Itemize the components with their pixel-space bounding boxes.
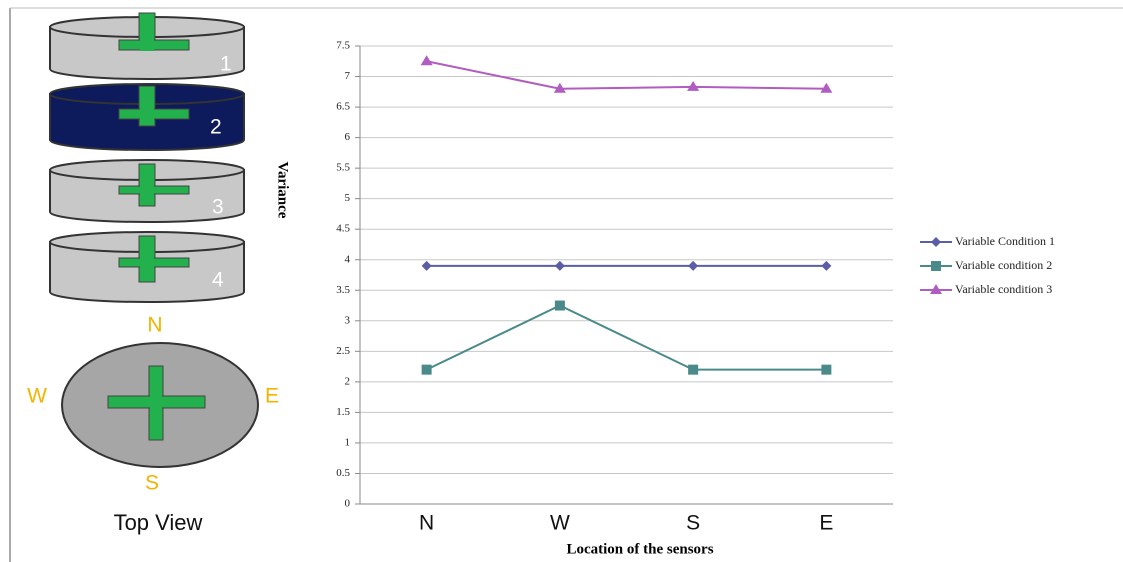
cylinder-number: 2 <box>210 116 222 139</box>
data-point <box>821 364 832 375</box>
direction-label: E <box>265 385 279 408</box>
cylinder <box>49 12 245 80</box>
direction-label: N <box>147 314 162 337</box>
y-tick-label: 1 <box>345 436 351 448</box>
cylinder <box>49 159 245 223</box>
cylinder-number: 3 <box>212 196 224 219</box>
x-tick-label: W <box>550 512 570 535</box>
cylinder-number: 4 <box>212 269 224 292</box>
x-tick-label: S <box>686 512 700 535</box>
x-tick-label: E <box>819 512 833 535</box>
direction-label: W <box>27 385 47 408</box>
y-tick-label: 7.5 <box>336 40 350 52</box>
cylinder <box>49 83 245 151</box>
legend-label: Variable condition 2 <box>955 258 1052 272</box>
cylinder <box>49 231 245 303</box>
data-point <box>554 260 565 271</box>
data-point <box>821 260 832 271</box>
y-tick-label: 0 <box>345 498 351 510</box>
y-tick-label: 2 <box>345 375 351 387</box>
cylinder-number: 1 <box>220 53 232 76</box>
data-point <box>421 364 432 375</box>
y-tick-label: 3 <box>345 314 351 326</box>
legend-label: Variable condition 3 <box>955 282 1052 296</box>
y-tick-label: 7 <box>345 70 351 82</box>
y-tick-label: 2.5 <box>336 345 350 357</box>
data-point <box>421 260 432 271</box>
caption: Top View <box>114 510 203 535</box>
data-point <box>687 80 700 91</box>
data-point <box>688 260 699 271</box>
x-axis-title: Location of the sensors <box>566 541 713 557</box>
series-line <box>426 60 827 90</box>
legend-marker <box>930 284 942 294</box>
legend-marker <box>931 261 941 271</box>
y-tick-label: 0.5 <box>336 467 350 479</box>
y-axis-title: Variance <box>275 162 291 219</box>
data-point <box>820 82 833 93</box>
series-line <box>426 304 827 371</box>
x-tick-label: N <box>419 512 434 535</box>
y-tick-label: 6.5 <box>336 101 350 113</box>
y-tick-label: 5.5 <box>336 162 350 174</box>
direction-label: S <box>145 472 159 495</box>
data-point <box>688 364 699 375</box>
data-point <box>553 82 566 93</box>
y-tick-label: 5 <box>345 192 351 204</box>
legend-marker <box>931 237 941 247</box>
data-point <box>420 55 433 66</box>
y-tick-label: 4 <box>345 253 351 265</box>
legend-label: Variable Condition 1 <box>955 234 1055 248</box>
y-tick-label: 6 <box>345 131 351 143</box>
top-view-disc <box>61 342 259 468</box>
y-tick-label: 3.5 <box>336 284 350 296</box>
y-tick-label: 4.5 <box>336 223 350 235</box>
y-tick-label: 1.5 <box>336 406 350 418</box>
data-point <box>554 300 565 311</box>
